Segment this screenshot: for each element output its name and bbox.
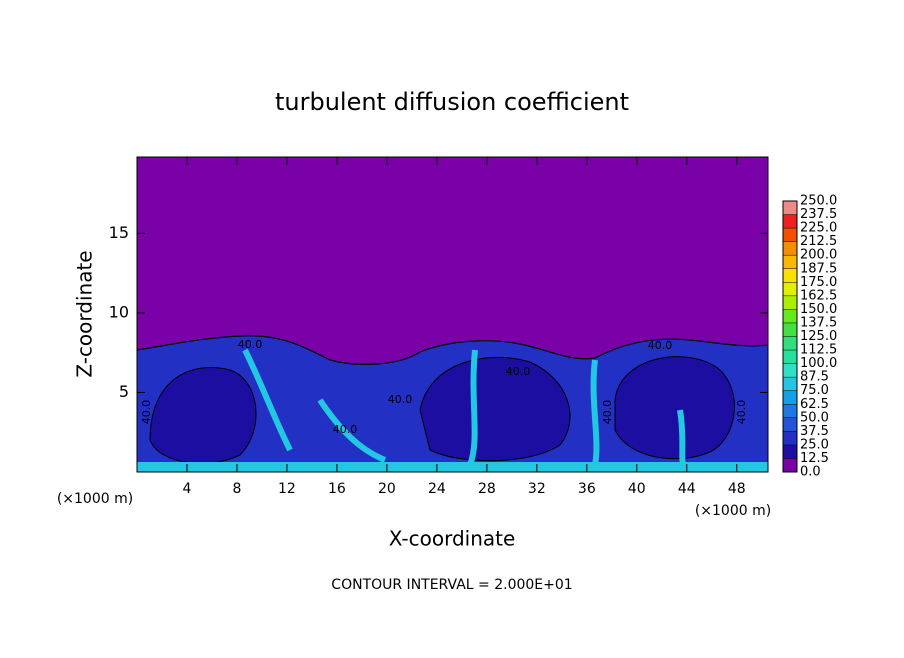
- colorbar-label: 125.0: [800, 329, 837, 344]
- colorbar-label: 237.5: [800, 207, 837, 222]
- colorbar-label: 50.0: [800, 410, 829, 425]
- x-tick-label: 16: [328, 481, 346, 497]
- colorbar-band: [783, 363, 797, 378]
- x-tick-label: 44: [678, 481, 696, 497]
- contour-label: 40.0: [333, 423, 358, 436]
- x-unit-label: (×1000 m): [57, 491, 133, 507]
- colorbar-label: 225.0: [800, 221, 837, 236]
- x-tick-label: 24: [428, 481, 446, 497]
- x-tick-label: 8: [232, 481, 241, 497]
- contour-label: 40.0: [735, 400, 748, 425]
- contour-line: [136, 335, 769, 365]
- colorbar-label: 75.0: [800, 383, 829, 398]
- colorbar-band: [783, 417, 797, 432]
- y-tick-label: 10: [109, 302, 129, 321]
- colorbar-band: [783, 377, 797, 391]
- x-tick-label: 40: [628, 481, 646, 497]
- colorbar-label: 250.0: [800, 194, 837, 209]
- colorbar-band: [783, 431, 797, 445]
- colorbar-band: [783, 255, 797, 269]
- colorbar-band: [783, 336, 797, 351]
- colorbar-band: [783, 390, 797, 405]
- colorbar-band: [783, 228, 797, 242]
- contour-label: 40.0: [140, 400, 153, 425]
- contour-label: 40.0: [506, 365, 531, 378]
- colorbar-label: 100.0: [800, 356, 837, 371]
- y-tick-label: 15: [109, 223, 129, 242]
- colorbar-band: [783, 350, 797, 364]
- colorbar-band: [783, 458, 797, 472]
- x-tick-label: 48: [728, 481, 746, 497]
- colorbar-band: [783, 404, 797, 418]
- colorbar-label: 112.5: [800, 343, 837, 358]
- colorbar-band: [783, 295, 797, 310]
- field-plume: [242, 348, 687, 470]
- colorbar-label: 200.0: [800, 248, 837, 263]
- colorbar-label: 137.5: [800, 315, 837, 330]
- colorbar-label: 0.0: [800, 465, 821, 480]
- colorbar-band: [783, 322, 797, 337]
- y-tick-label: 5: [119, 382, 129, 401]
- x-axis-label: X-coordinate: [389, 527, 516, 551]
- chart-title: turbulent diffusion coefficient: [275, 88, 629, 116]
- contour-label: 40.0: [601, 400, 614, 425]
- colorbar-band: [783, 214, 797, 229]
- contour-label: 40.0: [388, 393, 413, 406]
- colorbar-label: 12.5: [800, 451, 829, 466]
- field-surface: [137, 462, 768, 472]
- colorbar-band: [783, 309, 797, 323]
- colorbar-label: 37.5: [800, 424, 829, 439]
- x-tick-label: 36: [578, 481, 596, 497]
- colorbar-label: 212.5: [800, 234, 837, 249]
- x-tick-label: 28: [478, 481, 496, 497]
- colorbar-label: 187.5: [800, 261, 837, 276]
- colorbar-label: 87.5: [800, 370, 829, 385]
- contour-label: 40.0: [238, 338, 263, 351]
- x-unit-label: (×1000 m): [695, 503, 771, 519]
- x-tick-label: 32: [528, 481, 546, 497]
- colorbar-label: 162.5: [800, 288, 837, 303]
- colorbar-band: [783, 268, 797, 283]
- colorbar-label: 175.0: [800, 275, 837, 290]
- contour-label: 40.0: [648, 339, 673, 352]
- y-axis-label: Z-coordinate: [73, 250, 97, 377]
- x-tick-label: 20: [378, 481, 396, 497]
- colorbar-label: 62.5: [800, 397, 829, 412]
- field-cell: [419, 356, 571, 462]
- plot-frame: [136, 156, 769, 473]
- colorbar-label: 150.0: [800, 302, 837, 317]
- x-tick-label: 12: [278, 481, 296, 497]
- colorbar-band: [783, 241, 797, 256]
- field: [136, 157, 769, 472]
- colorbar-band: [783, 444, 797, 459]
- colorbar-label: 25.0: [800, 437, 829, 452]
- colorbar-band: [783, 282, 797, 296]
- footer-note: CONTOUR INTERVAL = 2.000E+01: [331, 577, 572, 593]
- x-tick-label: 4: [183, 481, 192, 497]
- colorbar-band: [783, 201, 797, 215]
- field-cell: [614, 356, 735, 460]
